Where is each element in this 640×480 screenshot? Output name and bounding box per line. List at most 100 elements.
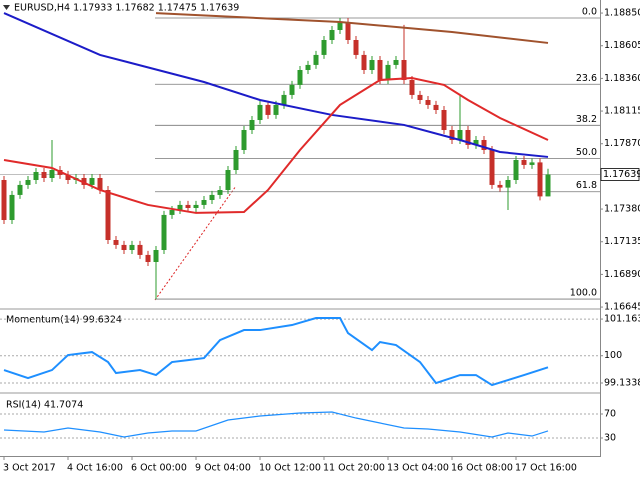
x-tick-label: 3 Oct 2017 (3, 463, 56, 474)
candle-body (529, 162, 535, 165)
candle-body (145, 254, 151, 262)
candle-body (273, 104, 279, 115)
candle-body (233, 150, 239, 170)
candle-body (97, 178, 103, 190)
candle-body (153, 250, 159, 262)
fib-label: 50.0 (576, 147, 597, 158)
candle-body (201, 200, 207, 205)
candle-body (505, 180, 511, 188)
candle-body (433, 104, 439, 110)
x-tick-label: 6 Oct 00:00 (131, 463, 187, 474)
chart-title: Momentum(14) 99.6324 (6, 315, 122, 326)
x-tick-label: 4 Oct 16:00 (67, 463, 123, 474)
y-tick-label: 1.16890 (604, 269, 640, 280)
candle-body (137, 244, 143, 255)
indicator-line (3, 411, 549, 438)
candle-body (89, 178, 95, 185)
candle-body (545, 174, 551, 197)
candle-body (441, 110, 447, 130)
candle-body (329, 30, 335, 40)
last-price-box (600, 168, 640, 181)
candle-body (129, 244, 135, 250)
x-tick-label: 13 Oct 04:00 (387, 463, 449, 474)
fib-label: 38.2 (576, 114, 597, 125)
y-tick-label: 1.18850 (604, 8, 640, 19)
candle-body (401, 60, 407, 80)
x-tick-label: 10 Oct 12:00 (259, 463, 321, 474)
candle-body (113, 240, 119, 245)
chart-title: RSI(14) 41.7074 (6, 400, 83, 411)
candle-body (289, 84, 295, 95)
candle-body (249, 120, 255, 130)
candle-body (41, 172, 47, 178)
candle-body (257, 104, 263, 120)
candle-body (161, 214, 167, 250)
y-tick-label: 1.18360 (604, 73, 640, 84)
candle-body (353, 40, 359, 55)
fib-label: 0.0 (582, 7, 597, 18)
candle-body (345, 22, 351, 40)
candle-body (297, 70, 303, 85)
candle-body (25, 180, 31, 185)
menu-triangle (3, 5, 10, 10)
candle-body (9, 194, 15, 220)
candle-body (313, 54, 319, 65)
last-price-label: 1.17639 (603, 169, 640, 180)
candle-body (177, 204, 183, 210)
y-tick-label: 99.1338 (604, 378, 640, 389)
candle-body (481, 140, 487, 150)
y-tick-label: 1.17870 (604, 138, 640, 149)
candle-body (465, 130, 471, 145)
candle-body (457, 130, 463, 140)
candle-body (409, 80, 415, 95)
y-tick-label: 101.1638 (604, 314, 640, 325)
x-tick-label: 11 Oct 20:00 (323, 463, 385, 474)
candle-body (497, 184, 503, 188)
candle-body (369, 60, 375, 70)
candle-body (425, 100, 431, 105)
y-tick-label: 100 (604, 350, 622, 361)
indicator-line (3, 317, 549, 387)
candle-body (225, 170, 231, 190)
candle-body (217, 190, 223, 195)
x-tick-label: 16 Oct 08:00 (451, 463, 513, 474)
moving-average (3, 76, 549, 214)
candle-body (361, 54, 367, 70)
candle-body (489, 150, 495, 185)
candle-body (449, 130, 455, 140)
candle-body (417, 94, 423, 100)
fibonacci-anchor (154, 185, 237, 301)
chart-title: EURUSD,H4 1.17933 1.17682 1.17475 1.1763… (14, 3, 239, 14)
candle-body (17, 184, 23, 195)
y-tick-label: 1.18605 (604, 40, 640, 51)
candle-body (185, 204, 191, 208)
fib-label: 61.8 (576, 180, 597, 191)
candle-body (521, 160, 527, 165)
candle-body (169, 210, 175, 215)
candle-body (337, 22, 343, 30)
candle-body (105, 190, 111, 240)
candle-body (321, 40, 327, 55)
candle-body (281, 94, 287, 105)
moving-average (155, 12, 549, 44)
x-tick-label: 9 Oct 04:00 (195, 463, 251, 474)
candle-body (209, 194, 215, 200)
x-tick-label: 17 Oct 16:00 (515, 463, 577, 474)
candle-body (65, 174, 71, 180)
fib-label: 100.0 (570, 288, 597, 299)
candle-body (305, 64, 311, 70)
candle-body (473, 140, 479, 145)
candle-body (81, 178, 87, 185)
y-tick-label: 1.18115 (604, 106, 640, 117)
candle-body (537, 162, 543, 197)
candle-body (33, 172, 39, 180)
y-tick-label: 70 (604, 409, 616, 420)
candle-body (121, 244, 127, 250)
candle-body (193, 204, 199, 208)
candle-body (377, 60, 383, 80)
y-tick-label: 1.17135 (604, 236, 640, 247)
candle-body (393, 60, 399, 65)
